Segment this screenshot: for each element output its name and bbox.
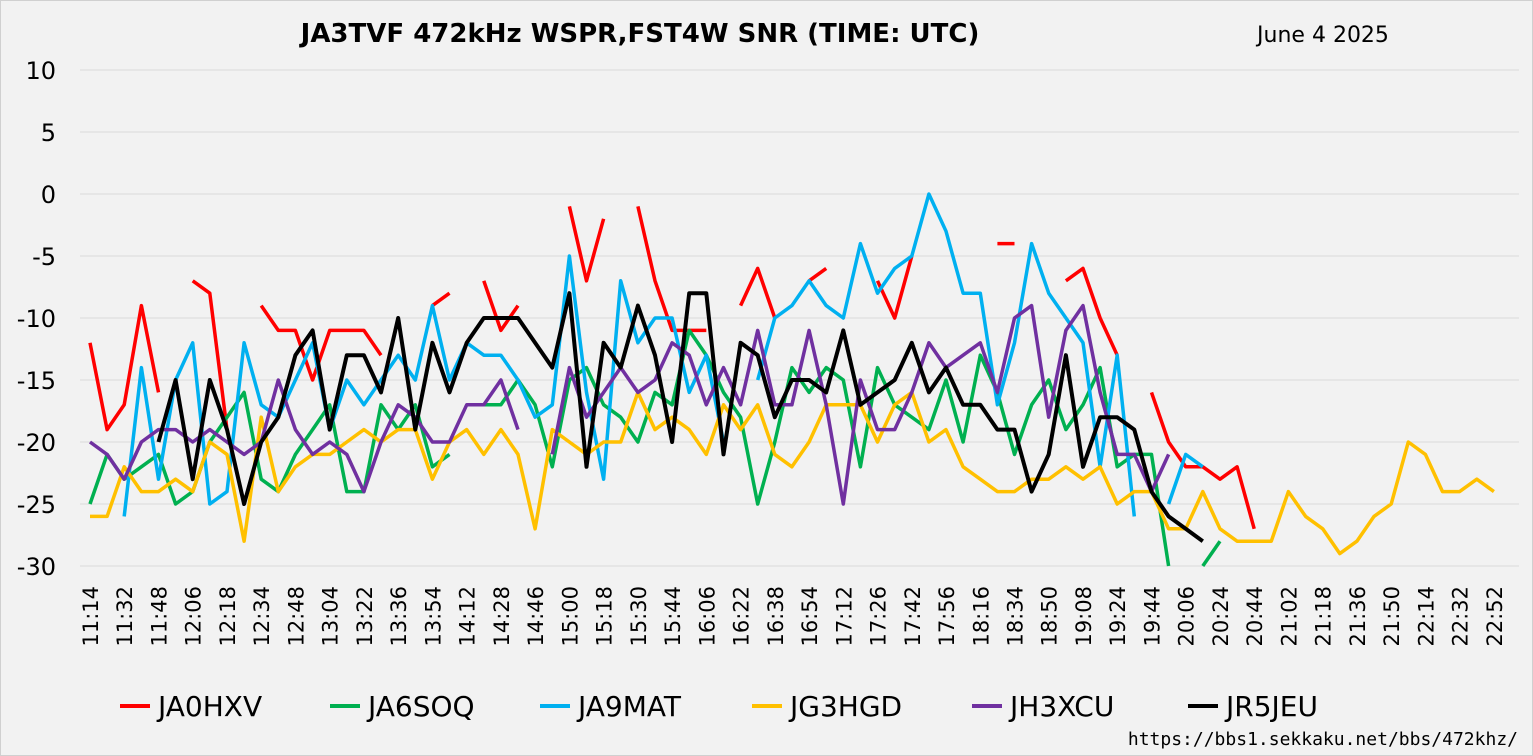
series-line-segment	[739, 266, 777, 319]
x-tick-label: 14:28	[490, 586, 514, 647]
series-line-segment	[1064, 266, 1119, 356]
series-jg3hgd	[90, 390, 1495, 556]
x-tick-label: 16:38	[764, 586, 788, 647]
x-tick-label: 16:54	[798, 586, 822, 647]
x-tick-label: 20:24	[1209, 586, 1233, 647]
series-line-segment	[88, 378, 520, 494]
series-line-segment	[431, 291, 451, 308]
series-line-segment	[259, 304, 383, 382]
x-tick-label: 15:30	[627, 586, 651, 647]
source-url[interactable]: https://bbs1.sekkaku.net/bbs/472khz/	[1128, 729, 1518, 750]
legend: JA0HXV JA6SOQ JA9MAT JG3HGD JH3XCU JR5JEU	[120, 690, 1318, 723]
x-tick-label: 16:06	[695, 586, 719, 647]
grid-lines	[80, 69, 1519, 567]
x-tick-label: 22:14	[1414, 586, 1438, 647]
chart-title: JA3TVF 472kHz WSPR,FST4W SNR (TIME: UTC)	[299, 19, 980, 49]
series-line-segment	[482, 280, 520, 333]
y-tick-label: 10	[25, 57, 56, 85]
x-tick-label: 15:44	[661, 586, 685, 647]
series-line-segment	[567, 206, 606, 283]
x-tick-label: 18:34	[1004, 586, 1028, 647]
x-tick-label: 14:12	[456, 586, 480, 647]
x-tick-label: 13:36	[387, 586, 411, 647]
x-tick-label: 21:50	[1380, 586, 1404, 647]
x-tick-label: 22:32	[1449, 586, 1473, 647]
series-jr5jeu	[156, 291, 1204, 543]
series-lines	[88, 192, 1495, 567]
x-tick-label: 11:32	[113, 586, 137, 647]
series-line-segment	[550, 303, 1171, 506]
y-tick-label: -25	[17, 491, 56, 519]
x-tick-label: 12:18	[216, 586, 240, 647]
legend-label: JG3HGD	[788, 690, 902, 723]
x-tick-label: 18:16	[969, 586, 993, 647]
series-line-segment	[756, 192, 1137, 517]
series-line-segment	[122, 254, 726, 517]
x-tick-label: 21:36	[1346, 586, 1370, 647]
x-tick-label: 13:54	[421, 586, 445, 647]
legend-label: JA0HXV	[156, 690, 262, 723]
y-tick-label: -5	[32, 243, 56, 271]
legend-label: JH3XCU	[1008, 690, 1114, 723]
x-tick-label: 14:46	[524, 586, 548, 647]
series-line-segment	[808, 266, 828, 283]
x-tick-label: 19:24	[1106, 586, 1130, 647]
series-ja0hxv	[88, 206, 1256, 530]
series-line-segment	[1166, 452, 1204, 505]
x-tick-label: 17:26	[867, 586, 891, 647]
series-line-segment	[88, 390, 451, 506]
x-axis-ticks: 11:14 11:32 11:48 12:06 12:18 12:34 12:48 13:04…	[79, 586, 1507, 647]
x-tick-label: 21:02	[1277, 586, 1301, 647]
x-tick-label: 18:50	[1038, 586, 1062, 647]
x-tick-label: 17:42	[901, 586, 925, 647]
x-tick-label: 11:14	[79, 586, 103, 647]
series-line-segment	[90, 390, 1495, 556]
y-tick-label: -30	[17, 553, 56, 581]
x-tick-label: 15:18	[593, 586, 617, 647]
x-tick-label: 22:52	[1483, 586, 1507, 647]
series-line-segment	[1201, 540, 1222, 567]
x-tick-label: 19:08	[1072, 586, 1096, 647]
chart-date: June 4 2025	[1255, 23, 1389, 48]
series-line-segment	[191, 279, 229, 430]
x-tick-label: 12:06	[182, 586, 206, 647]
y-tick-label: -10	[17, 305, 56, 333]
x-tick-label: 16:22	[730, 586, 754, 647]
series-line-segment	[88, 303, 161, 432]
x-tick-label: 17:56	[935, 586, 959, 647]
x-tick-label: 15:00	[558, 586, 582, 647]
legend-label: JR5JEU	[1224, 690, 1318, 723]
x-tick-label: 19:44	[1140, 586, 1164, 647]
series-line-segment	[156, 291, 1204, 543]
series-ja9mat	[122, 192, 1204, 517]
x-tick-label: 11:48	[147, 586, 171, 647]
x-tick-label: 13:04	[319, 586, 343, 647]
series-line-segment	[875, 255, 914, 320]
x-tick-label: 13:22	[353, 586, 377, 647]
y-tick-label: -15	[17, 367, 56, 395]
x-tick-label: 12:48	[284, 586, 308, 647]
y-tick-label: 0	[41, 181, 56, 209]
x-tick-label: 20:06	[1175, 586, 1199, 647]
x-tick-label: 12:34	[250, 586, 274, 647]
legend-label: JA9MAT	[576, 690, 682, 723]
legend-label: JA6SOQ	[366, 690, 475, 723]
series-line-segment	[636, 206, 707, 333]
y-axis-ticks: 10 5 0 -5 -10 -15 -20 -25 -30	[17, 57, 56, 581]
x-tick-label: 20:44	[1243, 586, 1267, 647]
x-tick-label: 17:12	[832, 586, 856, 647]
x-tick-label: 21:18	[1312, 586, 1336, 647]
y-tick-label: 5	[41, 119, 56, 147]
y-tick-label: -20	[17, 429, 56, 457]
